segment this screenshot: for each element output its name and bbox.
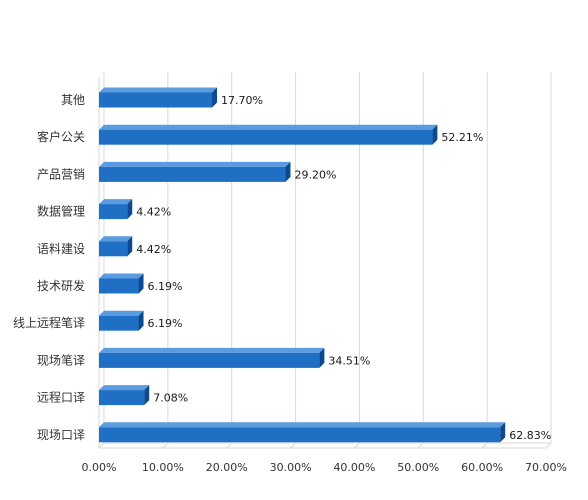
bar-6	[99, 315, 139, 331]
bar-top-1	[99, 124, 438, 130]
label-layer: 0.00% 10.00% 20.00% 30.00% 40.00% 50.00% 60.00…	[13, 93, 567, 474]
x-tick-label-1: 10.00%	[142, 461, 184, 474]
category-label-2: 产品营销	[37, 167, 85, 181]
value-label-4: 4.42%	[136, 243, 171, 256]
category-label-0: 其他	[61, 93, 85, 107]
bar-group-6	[99, 310, 144, 331]
gridline-floor-3	[290, 442, 296, 449]
bar-group-9	[99, 422, 506, 443]
bar-side-3	[127, 199, 133, 220]
bar-5	[99, 278, 139, 294]
category-label-4: 语料建设	[37, 242, 85, 256]
category-label-9: 现场口译	[37, 428, 85, 442]
bar-side-0	[212, 87, 218, 108]
value-label-5: 6.19%	[148, 280, 183, 293]
bar-group-3	[99, 199, 133, 220]
bar-1	[99, 129, 433, 145]
x-tick-label-2: 20.00%	[206, 461, 248, 474]
value-label-2: 29.20%	[294, 168, 336, 181]
bar-top-2	[99, 161, 291, 167]
value-label-1: 52.21%	[441, 131, 483, 144]
value-label-9: 62.83%	[509, 429, 551, 442]
bar-side-4	[127, 236, 133, 257]
bar-top-7	[99, 347, 325, 353]
bar-top-9	[99, 422, 506, 428]
bar-top-5	[99, 273, 144, 279]
gridline-floor-2	[226, 442, 233, 449]
gridline-floor-1	[162, 442, 169, 449]
bar-0	[99, 92, 213, 108]
x-tick-label-7: 70.00%	[525, 461, 567, 474]
bar-top-0	[99, 87, 218, 93]
bar-group-1	[99, 124, 438, 145]
bar-side-7	[319, 347, 325, 368]
value-label-6: 6.19%	[148, 317, 183, 330]
bar-2	[99, 166, 286, 182]
bar-4	[99, 241, 128, 257]
bar-side-5	[138, 273, 144, 294]
bar-group-4	[99, 236, 133, 257]
bar-top-3	[99, 199, 133, 205]
bar-group-7	[99, 347, 325, 368]
bar-9	[99, 427, 501, 443]
bar-group-5	[99, 273, 144, 294]
gridline-floor-0	[98, 442, 105, 449]
bar-top-8	[99, 385, 150, 391]
x-tick-label-6: 60.00%	[461, 461, 503, 474]
gridline-floor-7	[545, 442, 552, 449]
category-label-8: 远程口译	[37, 390, 85, 405]
gridline-floor-4	[354, 442, 360, 449]
category-label-7: 现场笔译	[37, 352, 85, 367]
bar-side-9	[500, 422, 506, 443]
bar-group-2	[99, 161, 291, 182]
x-tick-label-3: 30.00%	[270, 461, 312, 474]
x-tick-label-0: 0.00%	[82, 461, 117, 474]
bar-top-4	[99, 236, 133, 242]
gridline-floor-5	[417, 442, 424, 449]
gridline-floor-6	[481, 442, 488, 449]
category-label-6: 线上远程笔译	[13, 315, 85, 330]
category-label-1: 客户公关	[37, 129, 85, 144]
value-label-3: 4.42%	[136, 206, 171, 219]
x-tick-label-4: 40.00%	[333, 461, 375, 474]
bar-side-1	[432, 124, 438, 145]
bar-layer	[99, 87, 506, 443]
bar-7	[99, 352, 320, 368]
value-label-8: 7.08%	[153, 392, 188, 405]
bar-3	[99, 204, 128, 220]
bar-side-6	[138, 310, 144, 331]
bar-group-8	[99, 385, 150, 406]
bar-8	[99, 390, 145, 406]
value-label-7: 34.51%	[328, 354, 370, 367]
bar-side-8	[144, 385, 150, 406]
x-tick-label-5: 50.00%	[397, 461, 439, 474]
bar-top-6	[99, 310, 144, 316]
category-label-3: 数据管理	[37, 204, 85, 219]
bar-side-2	[285, 161, 291, 182]
bar-group-0	[99, 87, 218, 108]
value-label-0: 17.70%	[221, 94, 263, 107]
category-label-5: 技术研发	[37, 278, 85, 293]
